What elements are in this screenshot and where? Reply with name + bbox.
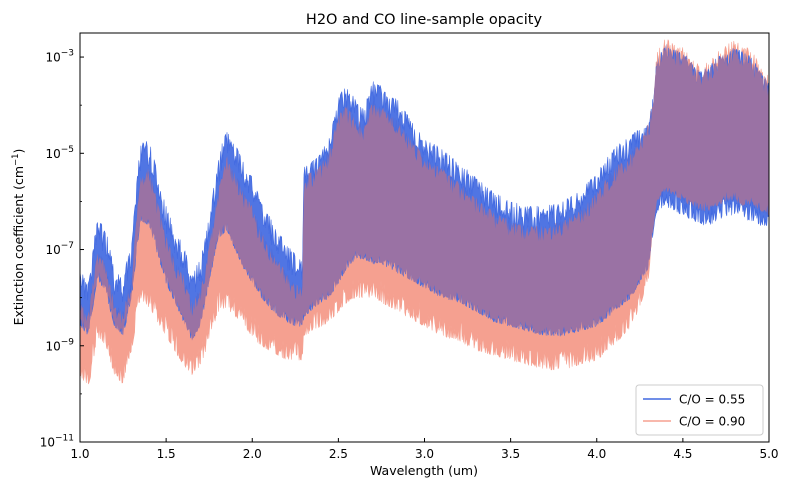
legend: C/O = 0.55 C/O = 0.90 [635, 384, 764, 436]
x-tick-label: 2.5 [329, 447, 348, 461]
x-tick-label: 4.0 [587, 447, 606, 461]
y-tick-label: 10−11 [40, 434, 74, 450]
y-axis-label-exponent: −1 [11, 153, 21, 166]
x-tick-label: 4.5 [673, 447, 692, 461]
x-axis: 1.0 1.5 2.0 2.5 3.0 3.5 4.0 4.5 5.0 [70, 438, 779, 461]
x-tick-label: 1.0 [70, 447, 89, 461]
x-tick-label: 3.5 [501, 447, 520, 461]
legend-label-co-055: C/O = 0.55 [679, 393, 745, 407]
legend-label-co-090: C/O = 0.90 [679, 415, 745, 429]
y-tick-label: 10−3 [45, 49, 74, 65]
x-tick-label: 3.0 [415, 447, 434, 461]
chart-title: H2O and CO line-sample opacity [306, 12, 543, 28]
series-overlap-region [80, 43, 769, 341]
series-layer [80, 39, 769, 385]
y-tick-label: 10−9 [45, 337, 74, 353]
y-axis-label: Extinction coefficient (cm−1) [11, 149, 26, 326]
x-tick-label: 5.0 [759, 447, 778, 461]
legend-box [635, 384, 764, 436]
y-axis-label-text: Extinction coefficient (cm [11, 166, 26, 325]
y-axis-label-close: ) [11, 149, 26, 154]
y-axis: 10−11 10−9 10−7 10−5 10−3 [40, 49, 84, 450]
y-tick-label: 10−5 [45, 145, 74, 161]
y-tick-label: 10−7 [45, 241, 74, 257]
x-axis-label: Wavelength (um) [370, 463, 478, 478]
x-tick-label: 2.0 [243, 447, 262, 461]
x-tick-label: 1.5 [157, 447, 176, 461]
